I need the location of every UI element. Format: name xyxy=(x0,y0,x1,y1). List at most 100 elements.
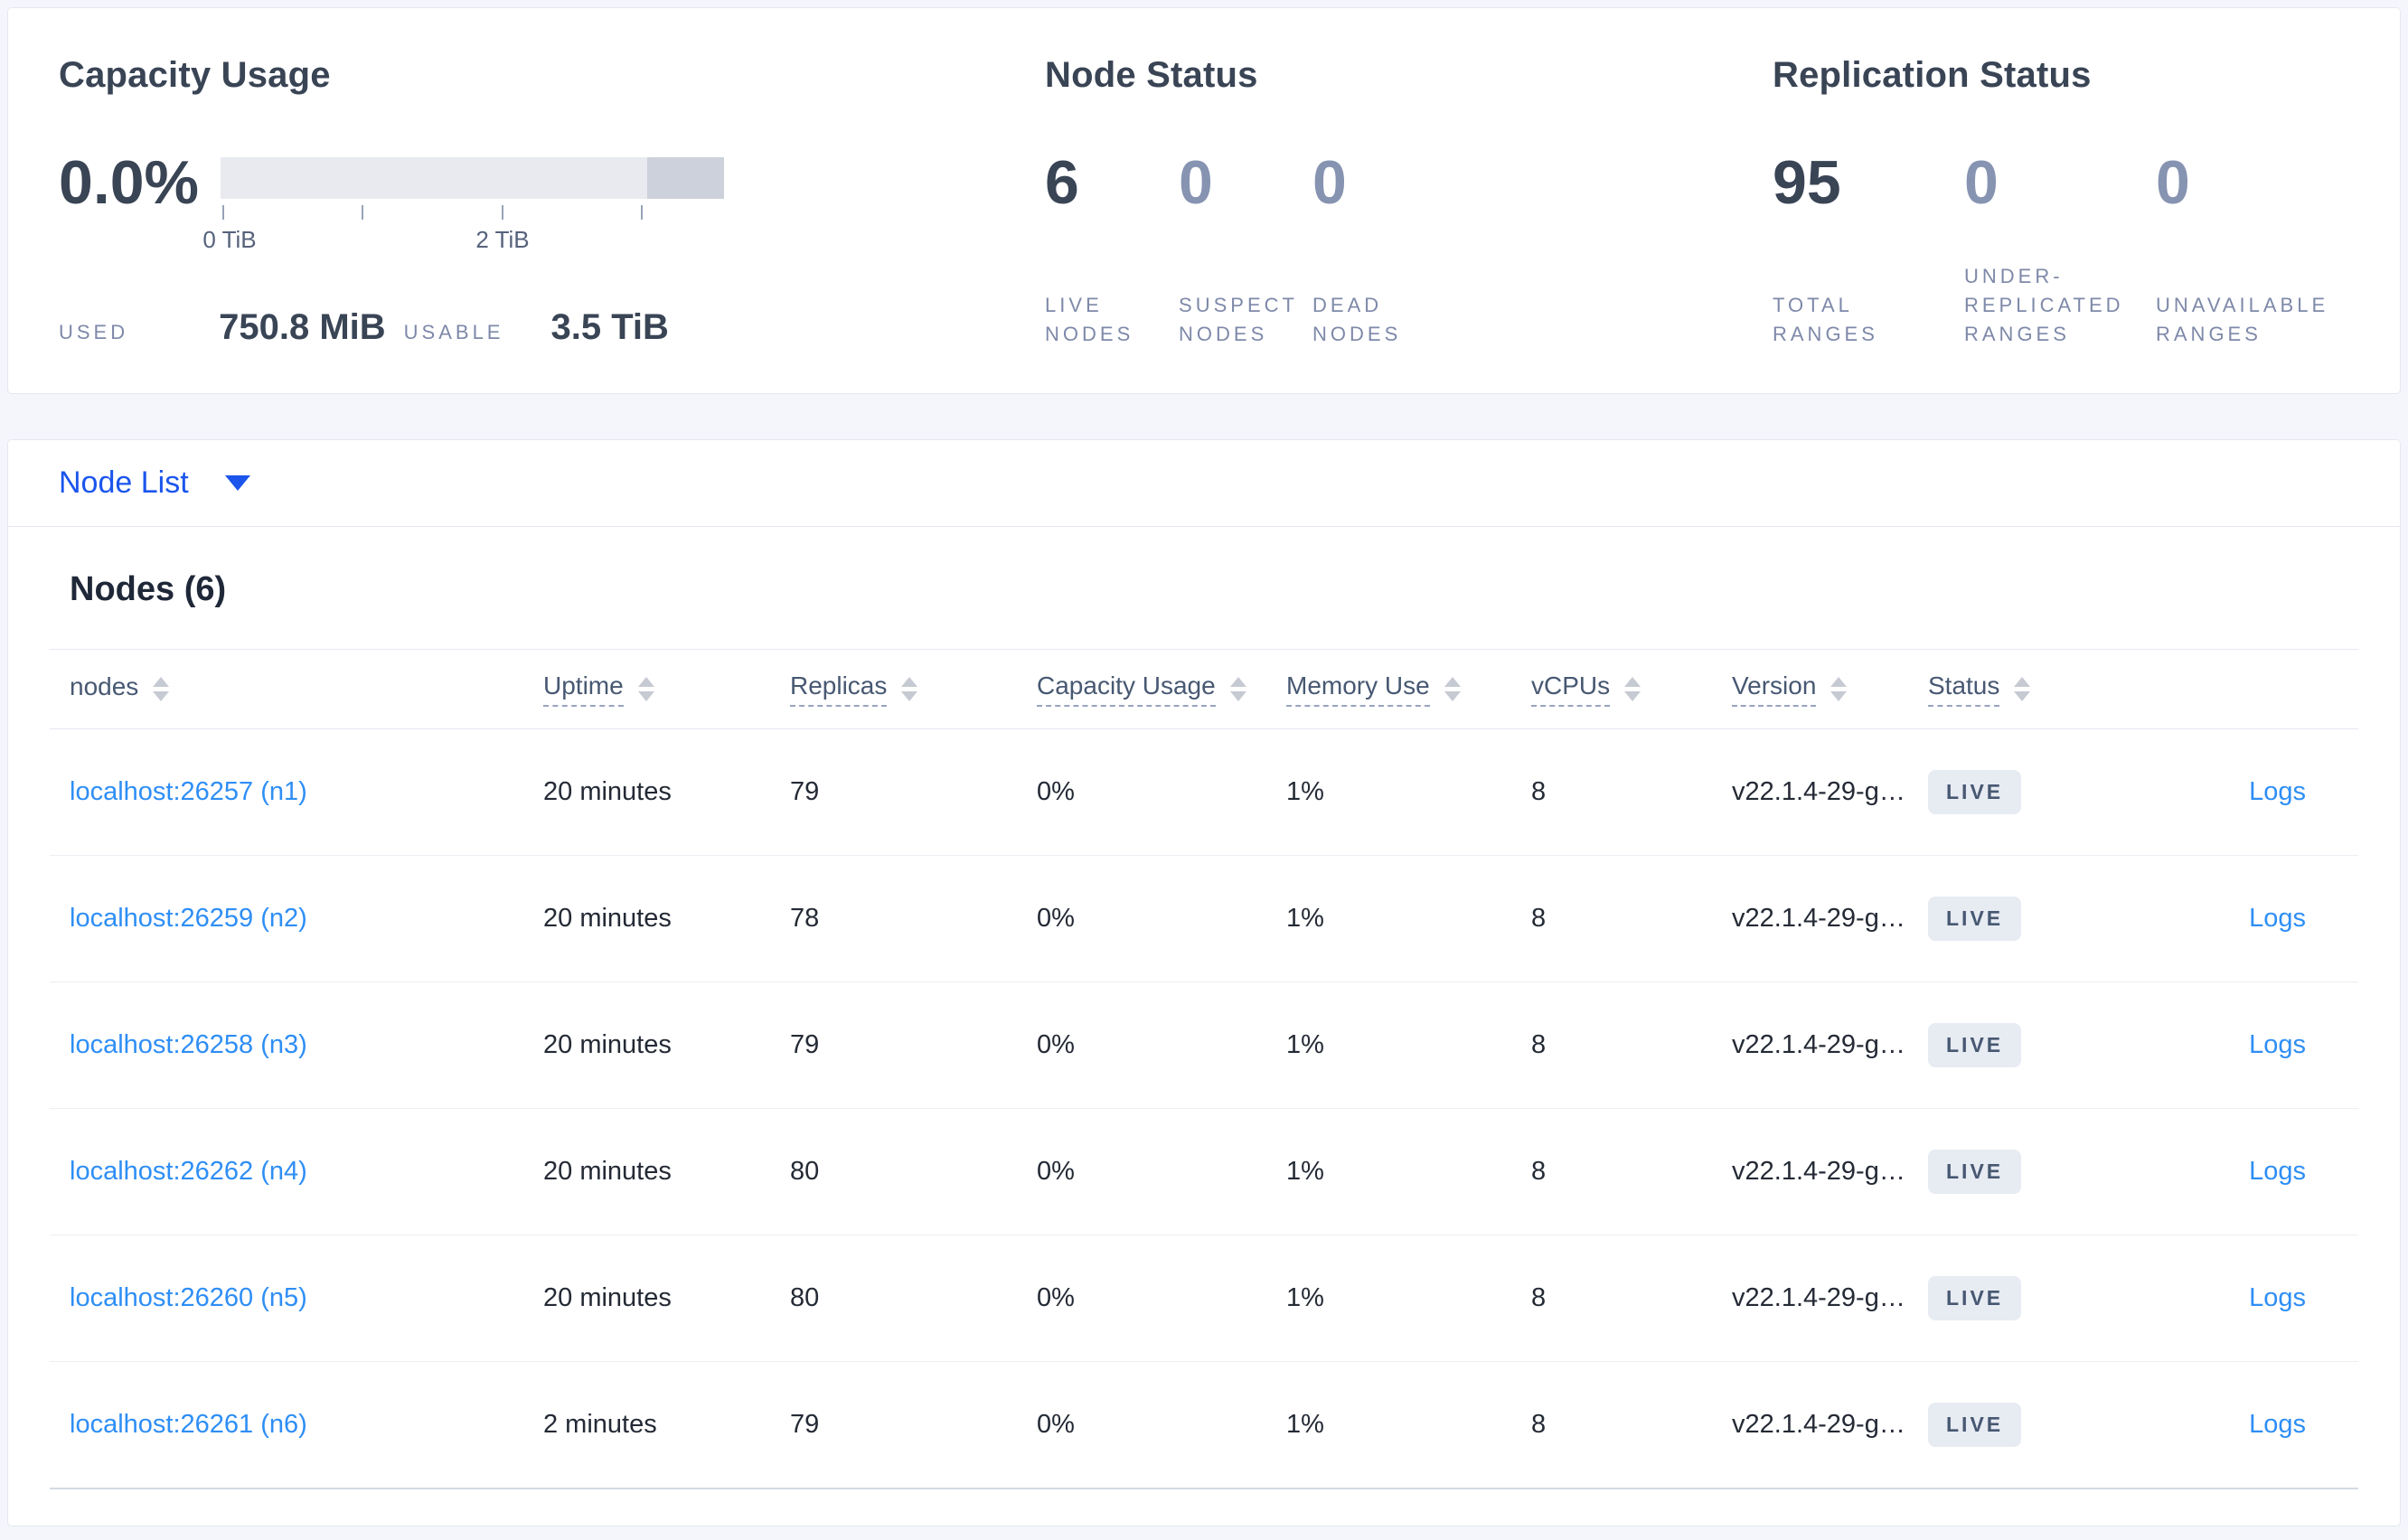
version-cell: v22.1.4-29-g… xyxy=(1732,728,1928,856)
column-header-replicas[interactable]: Replicas xyxy=(790,649,1037,729)
column-header-version[interactable]: Version xyxy=(1732,649,1928,729)
status-badge: LIVE xyxy=(1928,897,2022,941)
sort-icon xyxy=(1624,677,1641,701)
usable-value: 3.5 TiB xyxy=(550,307,669,347)
sort-icon xyxy=(1444,677,1461,701)
logs-link[interactable]: Logs xyxy=(2249,1409,2306,1439)
vcpus-cell: 8 xyxy=(1531,728,1732,856)
node-status-section: Node Status 6 LIVE NODES 0 SUSPECT NODES… xyxy=(1045,55,1773,393)
replicas-cell: 80 xyxy=(790,1235,1037,1362)
sort-icon xyxy=(2014,677,2031,701)
node-link[interactable]: localhost:26257 (n1) xyxy=(70,777,307,806)
under-replicated-value: 0 xyxy=(1964,148,1999,217)
status-badge: LIVE xyxy=(1928,1023,2022,1067)
axis-tick xyxy=(362,205,363,220)
column-header-logs xyxy=(2109,649,2358,729)
dead-nodes-value: 0 xyxy=(1312,148,1347,217)
logs-link[interactable]: Logs xyxy=(2249,1157,2306,1186)
axis-tick xyxy=(641,205,643,220)
table-row: localhost:26262 (n4) 20 minutes 80 0% 1%… xyxy=(50,1108,2358,1235)
nodes-table-title: Nodes (6) xyxy=(70,570,227,608)
column-header-memory-use[interactable]: Memory Use xyxy=(1286,649,1531,729)
chevron-down-icon xyxy=(224,475,250,491)
capacity-usage-section: Capacity Usage 0.0% 0 TiB 2 TiB xyxy=(59,55,1045,393)
live-nodes-value: 6 xyxy=(1045,148,1079,217)
cluster-summary-card: Capacity Usage 0.0% 0 TiB 2 TiB xyxy=(7,7,2401,394)
live-nodes-stat: 6 LIVE NODES xyxy=(1045,152,1179,349)
uptime-cell: 20 minutes xyxy=(543,1235,790,1362)
version-cell: v22.1.4-29-g… xyxy=(1732,855,1928,982)
total-ranges-value: 95 xyxy=(1773,148,1841,217)
vcpus-cell: 8 xyxy=(1531,1235,1732,1362)
capacity-usage-cell: 0% xyxy=(1037,1108,1286,1235)
table-row: localhost:26257 (n1) 20 minutes 79 0% 1%… xyxy=(50,728,2358,856)
capacity-percent: 0.0% xyxy=(59,148,199,217)
axis-tick xyxy=(502,205,503,220)
sort-icon xyxy=(153,677,170,701)
status-badge: LIVE xyxy=(1928,1402,2022,1447)
node-link[interactable]: localhost:26259 (n2) xyxy=(70,904,307,933)
unavailable-ranges-label: UNAVAILABLE RANGES xyxy=(2156,294,2329,346)
vcpus-cell: 8 xyxy=(1531,1108,1732,1235)
nodes-table: nodes Uptime Replicas Capacity Usage xyxy=(50,649,2358,1489)
replication-status-title: Replication Status xyxy=(1773,55,2092,95)
replicas-cell: 79 xyxy=(790,981,1037,1109)
capacity-usage-cell: 0% xyxy=(1037,728,1286,856)
column-header-capacity-usage[interactable]: Capacity Usage xyxy=(1037,649,1286,729)
used-value: 750.8 MiB xyxy=(219,307,386,347)
capacity-axis-ticks xyxy=(221,205,724,221)
nodes-table-section: Nodes (6) nodes Uptime xyxy=(8,570,2400,1526)
table-header-row: nodes Uptime Replicas Capacity Usage xyxy=(50,649,2358,729)
node-link[interactable]: localhost:26260 (n5) xyxy=(70,1283,307,1312)
status-badge: LIVE xyxy=(1928,1150,2022,1194)
version-cell: v22.1.4-29-g… xyxy=(1732,1108,1928,1235)
capacity-usage-cell: 0% xyxy=(1037,855,1286,982)
suspect-nodes-stat: 0 SUSPECT NODES xyxy=(1179,152,1312,349)
logs-link[interactable]: Logs xyxy=(2249,1283,2306,1312)
uptime-cell: 20 minutes xyxy=(543,728,790,856)
node-link[interactable]: localhost:26258 (n3) xyxy=(70,1030,307,1059)
version-cell: v22.1.4-29-g… xyxy=(1732,981,1928,1109)
column-header-vcpus[interactable]: vCPUs xyxy=(1531,649,1732,729)
node-link[interactable]: localhost:26262 (n4) xyxy=(70,1157,307,1186)
replicas-cell: 78 xyxy=(790,855,1037,982)
logs-link[interactable]: Logs xyxy=(2249,904,2306,933)
column-header-nodes[interactable]: nodes xyxy=(50,649,543,729)
logs-link[interactable]: Logs xyxy=(2249,777,2306,806)
capacity-usage-title: Capacity Usage xyxy=(59,55,331,95)
replication-status-section: Replication Status 95 TOTAL RANGES 0 UND… xyxy=(1773,55,2364,393)
capacity-bar-reserved-segment xyxy=(647,157,724,199)
column-header-status[interactable]: Status xyxy=(1928,649,2109,729)
vcpus-cell: 8 xyxy=(1531,855,1732,982)
uptime-cell: 20 minutes xyxy=(543,981,790,1109)
node-list-dropdown[interactable]: Node List xyxy=(59,465,250,501)
uptime-cell: 2 minutes xyxy=(543,1361,790,1489)
memory-use-cell: 1% xyxy=(1286,1235,1531,1362)
table-row: localhost:26259 (n2) 20 minutes 78 0% 1%… xyxy=(50,855,2358,982)
memory-use-cell: 1% xyxy=(1286,855,1531,982)
status-badge: LIVE xyxy=(1928,1276,2022,1320)
node-link[interactable]: localhost:26261 (n6) xyxy=(70,1409,307,1439)
under-replicated-stat: 0 UNDER-REPLICATED RANGES xyxy=(1964,152,2145,349)
sort-icon xyxy=(901,677,918,701)
view-selector-strip: Node List xyxy=(8,440,2400,527)
axis-label-2tib: 2 TiB xyxy=(475,226,530,253)
suspect-nodes-value: 0 xyxy=(1179,148,1213,217)
sort-icon xyxy=(1830,677,1848,701)
memory-use-cell: 1% xyxy=(1286,728,1531,856)
memory-use-cell: 1% xyxy=(1286,981,1531,1109)
table-row: localhost:26261 (n6) 2 minutes 79 0% 1% … xyxy=(50,1361,2358,1489)
capacity-bar-chart: 0 TiB 2 TiB xyxy=(202,157,724,255)
suspect-nodes-label: SUSPECT NODES xyxy=(1179,294,1298,346)
dead-nodes-label: DEAD NODES xyxy=(1312,294,1402,346)
used-label: USED xyxy=(59,321,129,343)
uptime-cell: 20 minutes xyxy=(543,1108,790,1235)
capacity-bar xyxy=(221,157,724,199)
unavailable-ranges-value: 0 xyxy=(2156,148,2190,217)
capacity-usage-cell: 0% xyxy=(1037,981,1286,1109)
node-status-title: Node Status xyxy=(1045,55,1258,95)
column-header-uptime[interactable]: Uptime xyxy=(543,649,790,729)
logs-link[interactable]: Logs xyxy=(2249,1030,2306,1059)
under-replicated-label: UNDER-REPLICATED RANGES xyxy=(1964,265,2124,346)
node-list-dropdown-label: Node List xyxy=(59,465,189,500)
